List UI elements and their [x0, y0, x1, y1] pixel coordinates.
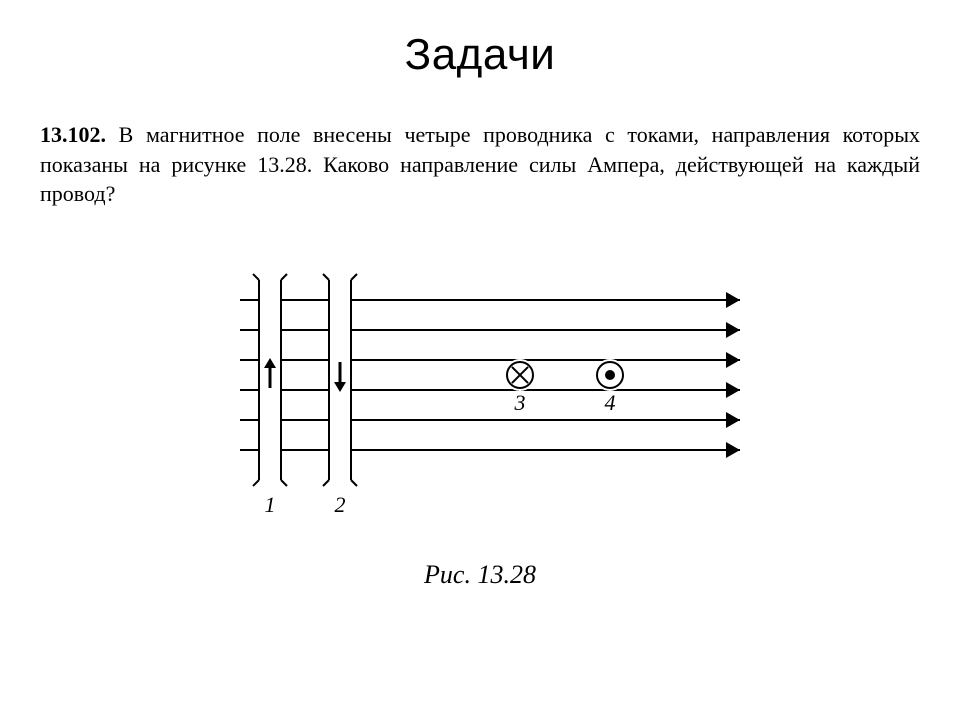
problem-body: В магнитное поле внесены четыре проводни… — [40, 122, 920, 206]
page-title: Задачи — [0, 30, 960, 80]
svg-text:4: 4 — [605, 390, 616, 415]
svg-text:1: 1 — [265, 492, 276, 517]
problem-number: 13.102. — [40, 122, 106, 147]
problem-text: 13.102. В магнитное поле внесены четыре … — [40, 120, 920, 209]
figure-caption: Рис. 13.28 — [0, 560, 960, 590]
svg-text:2: 2 — [335, 492, 346, 517]
svg-text:3: 3 — [514, 390, 526, 415]
figure-diagram: 1 2 3 4 — [200, 270, 760, 530]
page: Задачи 13.102. В магнитное поле внесены … — [0, 0, 960, 720]
figure-container: 1 2 3 4 — [0, 270, 960, 530]
